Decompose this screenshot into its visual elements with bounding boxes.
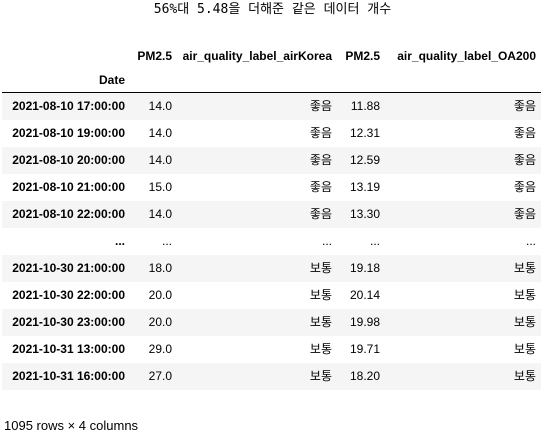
table-cell: 19.98 xyxy=(349,315,380,329)
row-index: 2021-10-31 16:00:00 xyxy=(12,369,125,383)
row-index: 2021-10-30 23:00:00 xyxy=(12,315,125,329)
table-cell: 18.0 xyxy=(148,261,172,275)
row-index: 2021-08-10 22:00:00 xyxy=(12,207,125,221)
column-header: air_quality_label_airKorea xyxy=(182,49,332,63)
column-header: air_quality_label_OA200 xyxy=(397,49,536,63)
table-cell: 좋음 xyxy=(513,126,536,140)
table-cell: 보통 xyxy=(309,315,332,329)
row-index: 2021-08-10 17:00:00 xyxy=(12,99,125,113)
table-cell: 11.88 xyxy=(350,99,380,113)
column-header: PM2.5 xyxy=(137,49,172,63)
table-cell: 보통 xyxy=(513,261,536,275)
table-row: 2021-08-10 20:00:00 14.0 좋음 12.59 좋음 xyxy=(2,147,541,174)
table-row: 2021-08-10 21:00:00 15.0 좋음 13.19 좋음 xyxy=(2,174,541,201)
table-row: 2021-10-31 13:00:00 29.0 보통 19.71 보통 xyxy=(2,336,541,363)
row-index: 2021-08-10 19:00:00 xyxy=(12,126,125,140)
table-cell: 14.0 xyxy=(148,126,172,140)
table-cell: 14.0 xyxy=(148,153,172,167)
table-cell: 12.31 xyxy=(349,126,380,140)
table-cell: 15.0 xyxy=(148,180,172,194)
row-column-count: 1095 rows × 4 columns xyxy=(4,418,139,433)
row-index: 2021-08-10 21:00:00 xyxy=(12,180,125,194)
index-name: Date xyxy=(98,73,125,87)
table-cell: 좋음 xyxy=(513,153,536,167)
table-cell: 보통 xyxy=(513,315,536,329)
table-cell: 29.0 xyxy=(148,342,172,356)
table-cell: 20.0 xyxy=(148,315,172,329)
table-cell: 보통 xyxy=(309,369,332,383)
table-cell: 13.19 xyxy=(349,180,380,194)
table-cell: 좋음 xyxy=(309,153,332,167)
table-cell: 20.0 xyxy=(148,288,172,302)
table-cell: 좋음 xyxy=(309,207,332,221)
table-cell: 좋음 xyxy=(309,99,332,113)
table-row: 2021-10-31 16:00:00 27.0 보통 18.20 보통 xyxy=(2,363,541,390)
table-row: ............... xyxy=(2,228,541,255)
table-cell: 보통 xyxy=(309,288,332,302)
output-title: 56%대 5.48을 더해준 같은 데이터 개수 xyxy=(153,2,392,17)
table-cell: 보통 xyxy=(513,342,536,356)
table-row: 2021-10-30 23:00:00 20.0 보통 19.98 보통 xyxy=(2,309,541,336)
table-cell: 보통 xyxy=(309,342,332,356)
table-cell: 13.30 xyxy=(349,207,380,221)
dataframe-table: PM2.5 air_quality_label_airKorea PM2.5 a… xyxy=(2,44,541,390)
index-name-row: Date xyxy=(2,68,541,93)
index-corner-cell xyxy=(2,44,130,68)
table-row: 2021-10-30 22:00:00 20.0 보통 20.14 보통 xyxy=(2,282,541,309)
table-cell: 14.0 xyxy=(148,207,172,221)
column-header-row: PM2.5 air_quality_label_airKorea PM2.5 a… xyxy=(2,44,541,68)
table-cell: 보통 xyxy=(309,261,332,275)
table-cell: 보통 xyxy=(513,369,536,383)
table-cell: ... xyxy=(161,234,172,248)
table-row: 2021-08-10 22:00:00 14.0 좋음 13.30 좋음 xyxy=(2,201,541,228)
table-cell: 20.14 xyxy=(349,288,380,302)
column-header: PM2.5 xyxy=(345,49,380,63)
table-cell: 12.59 xyxy=(349,153,380,167)
table-cell: 14.0 xyxy=(148,99,172,113)
table-cell: 좋음 xyxy=(513,99,536,113)
table-cell: 19.18 xyxy=(349,261,380,275)
table-header: PM2.5 air_quality_label_airKorea PM2.5 a… xyxy=(2,44,541,93)
table-cell: 18.20 xyxy=(349,369,380,383)
table-row: 2021-10-30 21:00:00 18.0 보통 19.18 보통 xyxy=(2,255,541,282)
table-cell: ... xyxy=(525,234,536,248)
table-cell: 좋음 xyxy=(309,126,332,140)
row-index: 2021-10-30 21:00:00 xyxy=(12,261,125,275)
table-body: 2021-08-10 17:00:00 14.0 좋음 11.88 좋음 2021-08-… xyxy=(2,92,541,390)
table-cell: 좋음 xyxy=(513,180,536,194)
table-cell: ... xyxy=(321,234,332,248)
table-row: 2021-08-10 17:00:00 14.0 좋음 11.88 좋음 xyxy=(2,92,541,120)
row-index: ... xyxy=(114,234,125,248)
table-cell: 좋음 xyxy=(309,180,332,194)
table-cell: 보통 xyxy=(513,288,536,302)
table-cell: 좋음 xyxy=(513,207,536,221)
row-index: 2021-10-31 13:00:00 xyxy=(12,342,125,356)
row-index: 2021-08-10 20:00:00 xyxy=(12,153,125,167)
table-cell: 27.0 xyxy=(148,369,172,383)
table-cell: ... xyxy=(369,234,380,248)
table-cell: 19.71 xyxy=(349,342,380,356)
table-row: 2021-08-10 19:00:00 14.0 좋음 12.31 좋음 xyxy=(2,120,541,147)
row-index: 2021-10-30 22:00:00 xyxy=(12,288,125,302)
